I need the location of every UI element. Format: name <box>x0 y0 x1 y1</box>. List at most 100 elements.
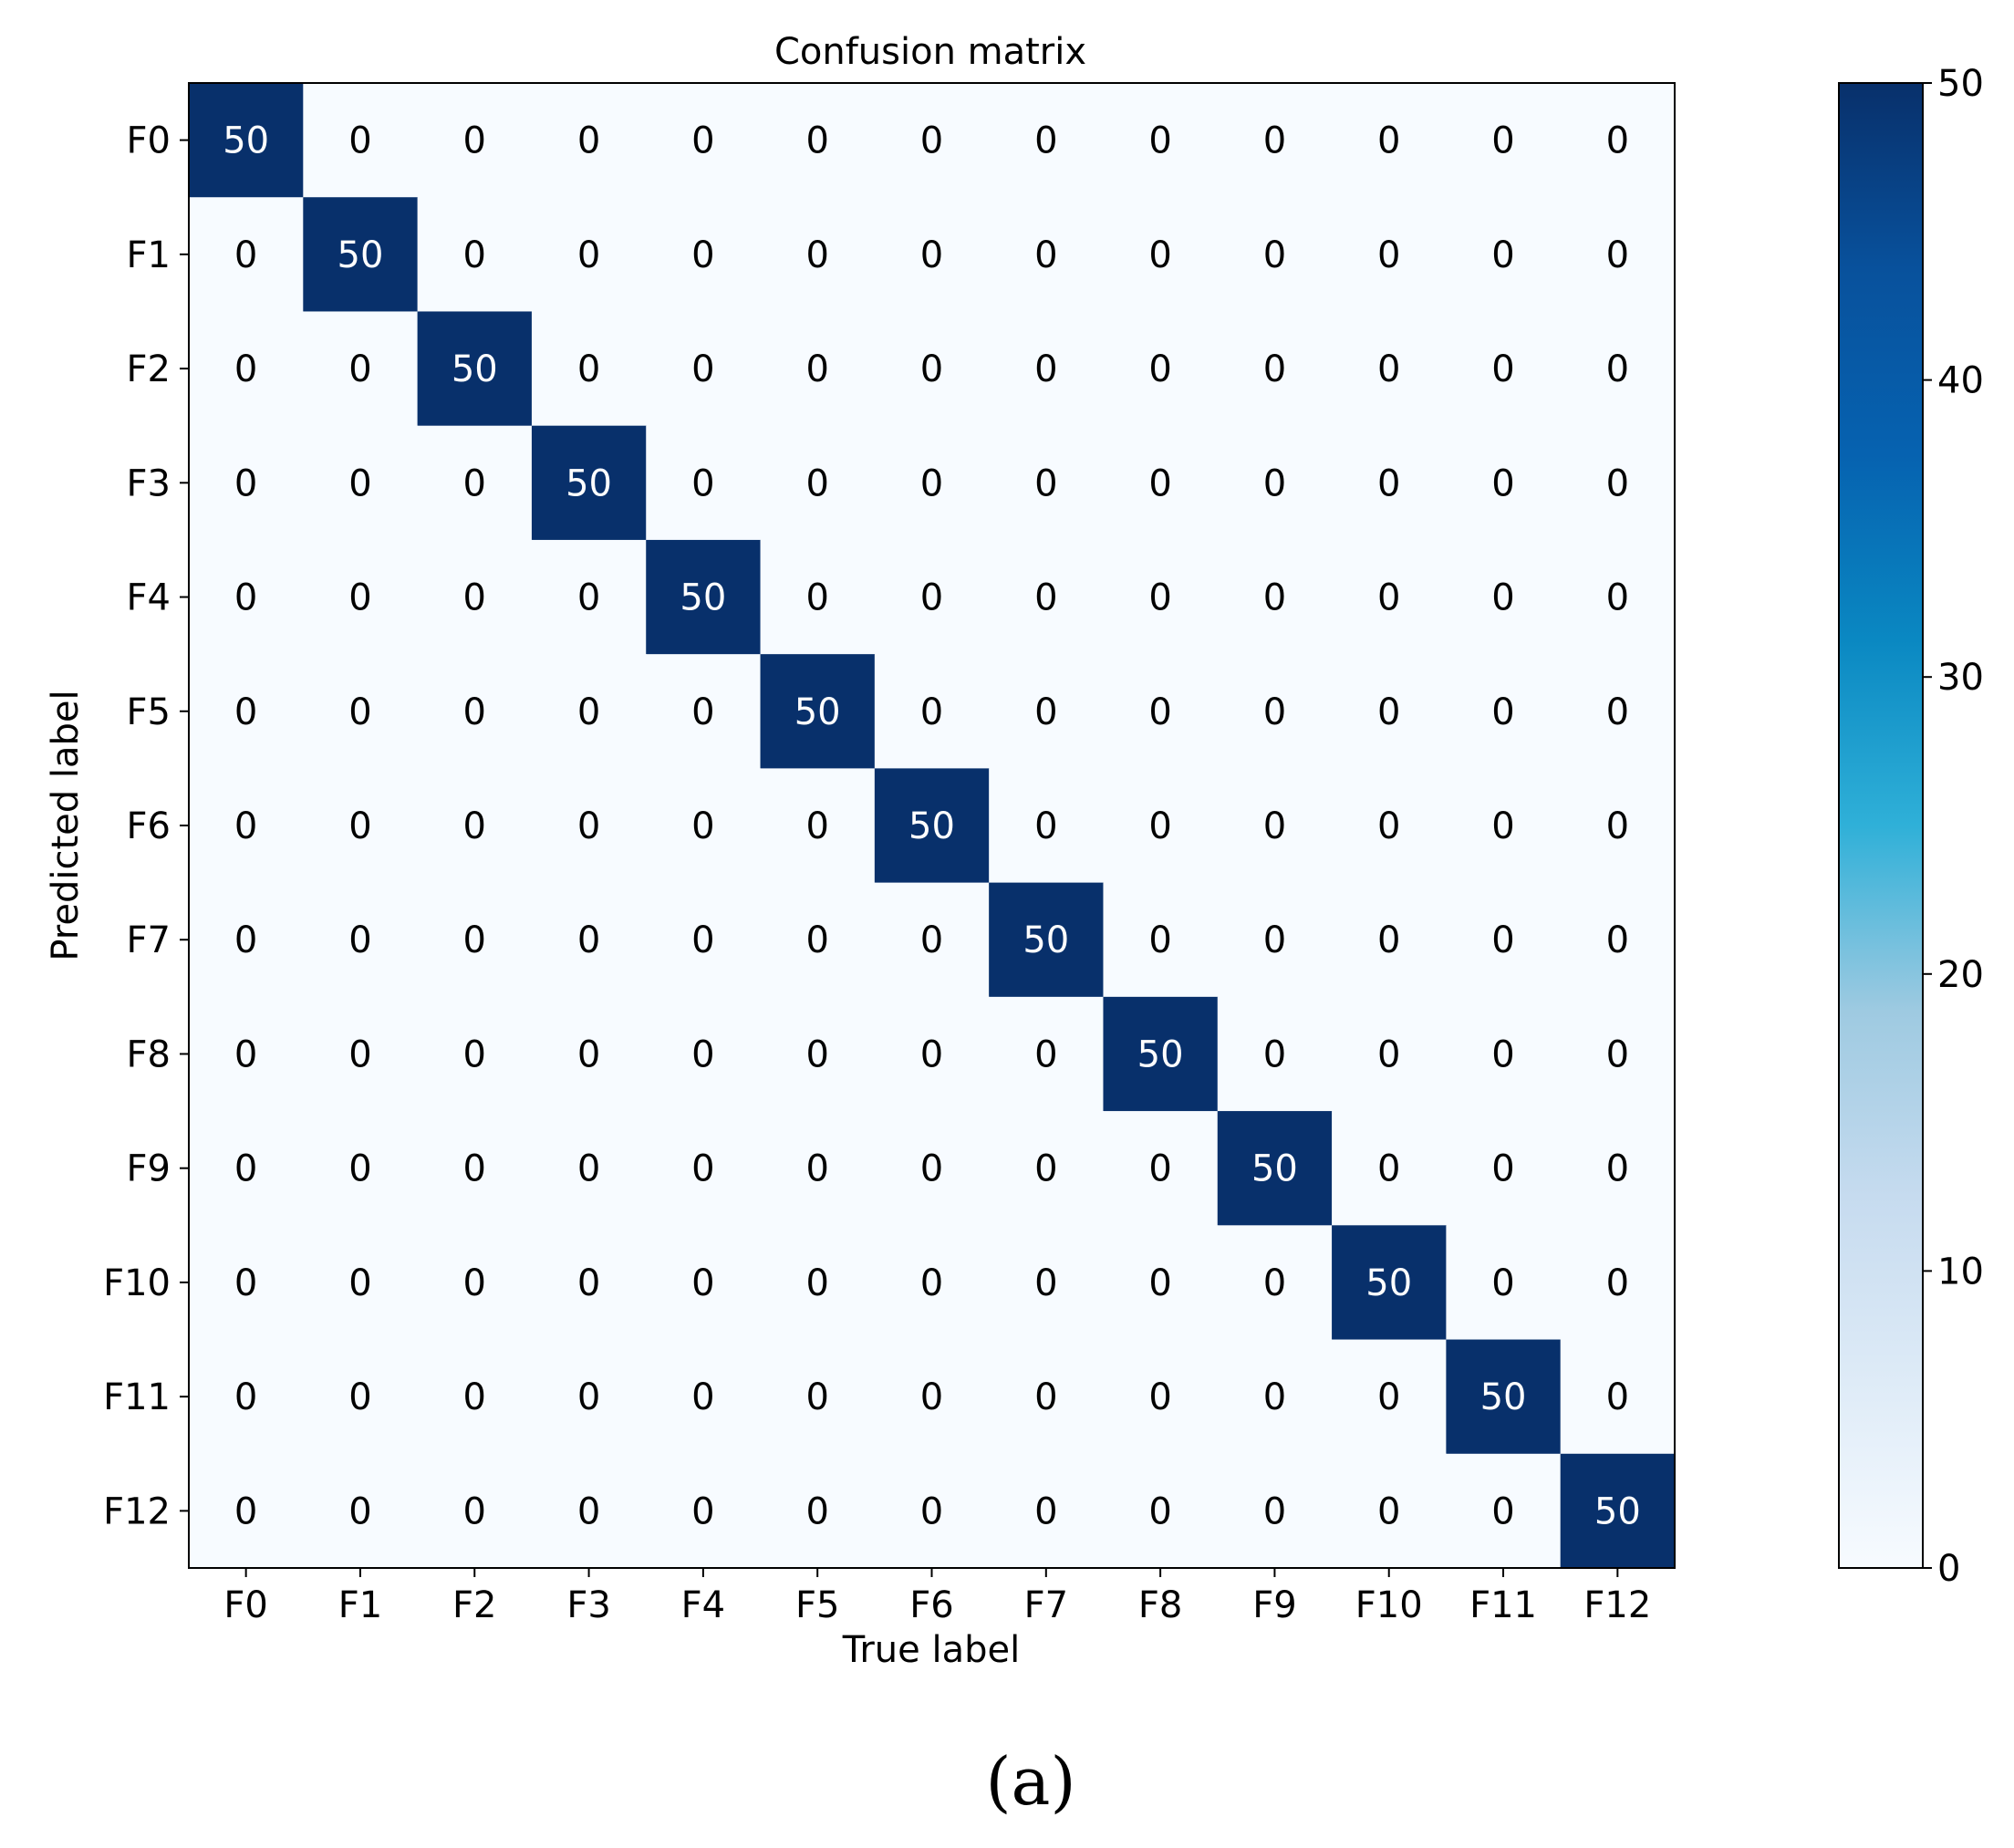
heatmap-cell <box>1560 996 1676 1112</box>
cell-value-label: 0 <box>348 691 371 733</box>
heatmap-cell <box>189 882 304 998</box>
cell-value-label: 0 <box>234 1490 257 1532</box>
y-tick-label: F3 <box>127 462 171 504</box>
cell-value-label: 0 <box>234 1262 257 1304</box>
heatmap-cell <box>874 882 990 998</box>
cell-value-label: 0 <box>577 1262 600 1304</box>
colorbar-ticks: 0 10 20 30 40 50 <box>1923 63 1984 1590</box>
cell-value-label: 0 <box>691 691 714 733</box>
x-tick-label: F11 <box>1469 1584 1537 1626</box>
x-tick-label: F1 <box>338 1584 382 1626</box>
heatmap-cell <box>646 996 762 1112</box>
heatmap-cell <box>417 1453 533 1569</box>
heatmap-cell <box>874 1339 990 1455</box>
heatmap-cell <box>760 311 876 427</box>
heatmap-cell <box>874 197 990 313</box>
heatmap-cell <box>874 654 990 769</box>
x-tick-label: F2 <box>452 1584 496 1626</box>
cell-value-label: 0 <box>348 462 371 504</box>
heatmap-cell <box>1560 1225 1676 1341</box>
heatmap-cell <box>1560 654 1676 769</box>
heatmap-cell <box>417 311 533 427</box>
heatmap-cell <box>189 1339 304 1455</box>
cell-value-label: 50 <box>1480 1376 1527 1418</box>
heatmap-cell <box>1332 83 1447 198</box>
cell-value-label: 0 <box>805 120 828 162</box>
heatmap-cell <box>1332 1339 1447 1455</box>
cell-value-label: 0 <box>805 1262 828 1304</box>
cell-value-label: 0 <box>1491 234 1514 276</box>
heatmap-cell <box>531 654 647 769</box>
heatmap-cell <box>417 1339 533 1455</box>
cell-value-label: 0 <box>805 348 828 390</box>
heatmap-cell <box>189 996 304 1112</box>
heatmap-cell <box>531 539 647 655</box>
heatmap-cell <box>1446 1453 1562 1569</box>
cell-value-label: 0 <box>1377 120 1400 162</box>
cell-value-label: 0 <box>1263 1262 1286 1304</box>
heatmap-cell <box>989 83 1105 198</box>
colorbar-tick-label: 30 <box>1937 657 1984 699</box>
cell-value-label: 0 <box>1491 1033 1514 1075</box>
cell-value-label: 0 <box>1148 1490 1171 1532</box>
cell-value-label: 0 <box>1606 1376 1629 1418</box>
heatmap-cell <box>1332 882 1447 998</box>
heatmap-cell <box>1332 311 1447 427</box>
cell-value-label: 0 <box>463 120 486 162</box>
cell-value-label: 0 <box>1606 1033 1629 1075</box>
y-tick-label: F12 <box>103 1490 171 1532</box>
cell-value-label: 0 <box>1263 1376 1286 1418</box>
cell-value-label: 0 <box>577 1490 600 1532</box>
cell-value-label: 50 <box>452 348 498 390</box>
cell-value-label: 0 <box>805 805 828 847</box>
heatmap-cell <box>1560 1111 1676 1226</box>
cell-value-label: 0 <box>1263 348 1286 390</box>
cell-value-label: 0 <box>1034 462 1057 504</box>
cell-value-label: 0 <box>234 1148 257 1190</box>
cell-value-label: 0 <box>1377 234 1400 276</box>
heatmap-cell <box>303 539 419 655</box>
heatmap-cell <box>646 768 762 884</box>
heatmap-cell <box>1560 1339 1676 1455</box>
heatmap-cell <box>989 1225 1105 1341</box>
heatmap-cell <box>1103 1339 1219 1455</box>
cell-value-label: 0 <box>1377 919 1400 961</box>
cell-value-label: 0 <box>577 1148 600 1190</box>
heatmap-cell <box>1446 654 1562 769</box>
cell-value-label: 0 <box>1148 120 1171 162</box>
cell-value-label: 0 <box>805 1033 828 1075</box>
heatmap-cell <box>874 1225 990 1341</box>
heatmap-cell <box>1560 197 1676 313</box>
heatmap-cell <box>1560 768 1676 884</box>
cell-value-label: 50 <box>566 462 612 504</box>
heatmap-cell <box>874 83 990 198</box>
heatmap-cell <box>1446 539 1562 655</box>
heatmap-cell <box>189 1111 304 1226</box>
colorbar-tick-label: 40 <box>1937 360 1984 402</box>
cell-value-label: 0 <box>1606 691 1629 733</box>
cell-value-label: 0 <box>1377 691 1400 733</box>
cell-value-label: 0 <box>1606 234 1629 276</box>
heatmap-cell <box>1446 83 1562 198</box>
panel-label: (a) <box>985 1743 1075 1820</box>
cell-value-label: 0 <box>577 1033 600 1075</box>
cell-value-label: 0 <box>1606 577 1629 619</box>
cell-value-label: 0 <box>463 577 486 619</box>
cell-value-label: 0 <box>234 348 257 390</box>
heatmap-cell <box>417 996 533 1112</box>
cell-value-label: 0 <box>1377 577 1400 619</box>
heatmap-cell <box>1560 539 1676 655</box>
heatmap-cell <box>989 197 1105 313</box>
heatmap-cell <box>1332 197 1447 313</box>
heatmap-cell <box>1446 768 1562 884</box>
cell-value-label: 0 <box>348 1148 371 1190</box>
heatmap-cell <box>531 1453 647 1569</box>
heatmap-cell <box>303 1225 419 1341</box>
cell-value-label: 0 <box>691 1262 714 1304</box>
heatmap-cell <box>989 539 1105 655</box>
heatmap-cell <box>1103 1111 1219 1226</box>
x-tick-label: F8 <box>1138 1584 1182 1626</box>
x-tick-label: F12 <box>1583 1584 1651 1626</box>
y-tick-label: F1 <box>127 234 171 276</box>
heatmap-cell <box>1217 539 1333 655</box>
